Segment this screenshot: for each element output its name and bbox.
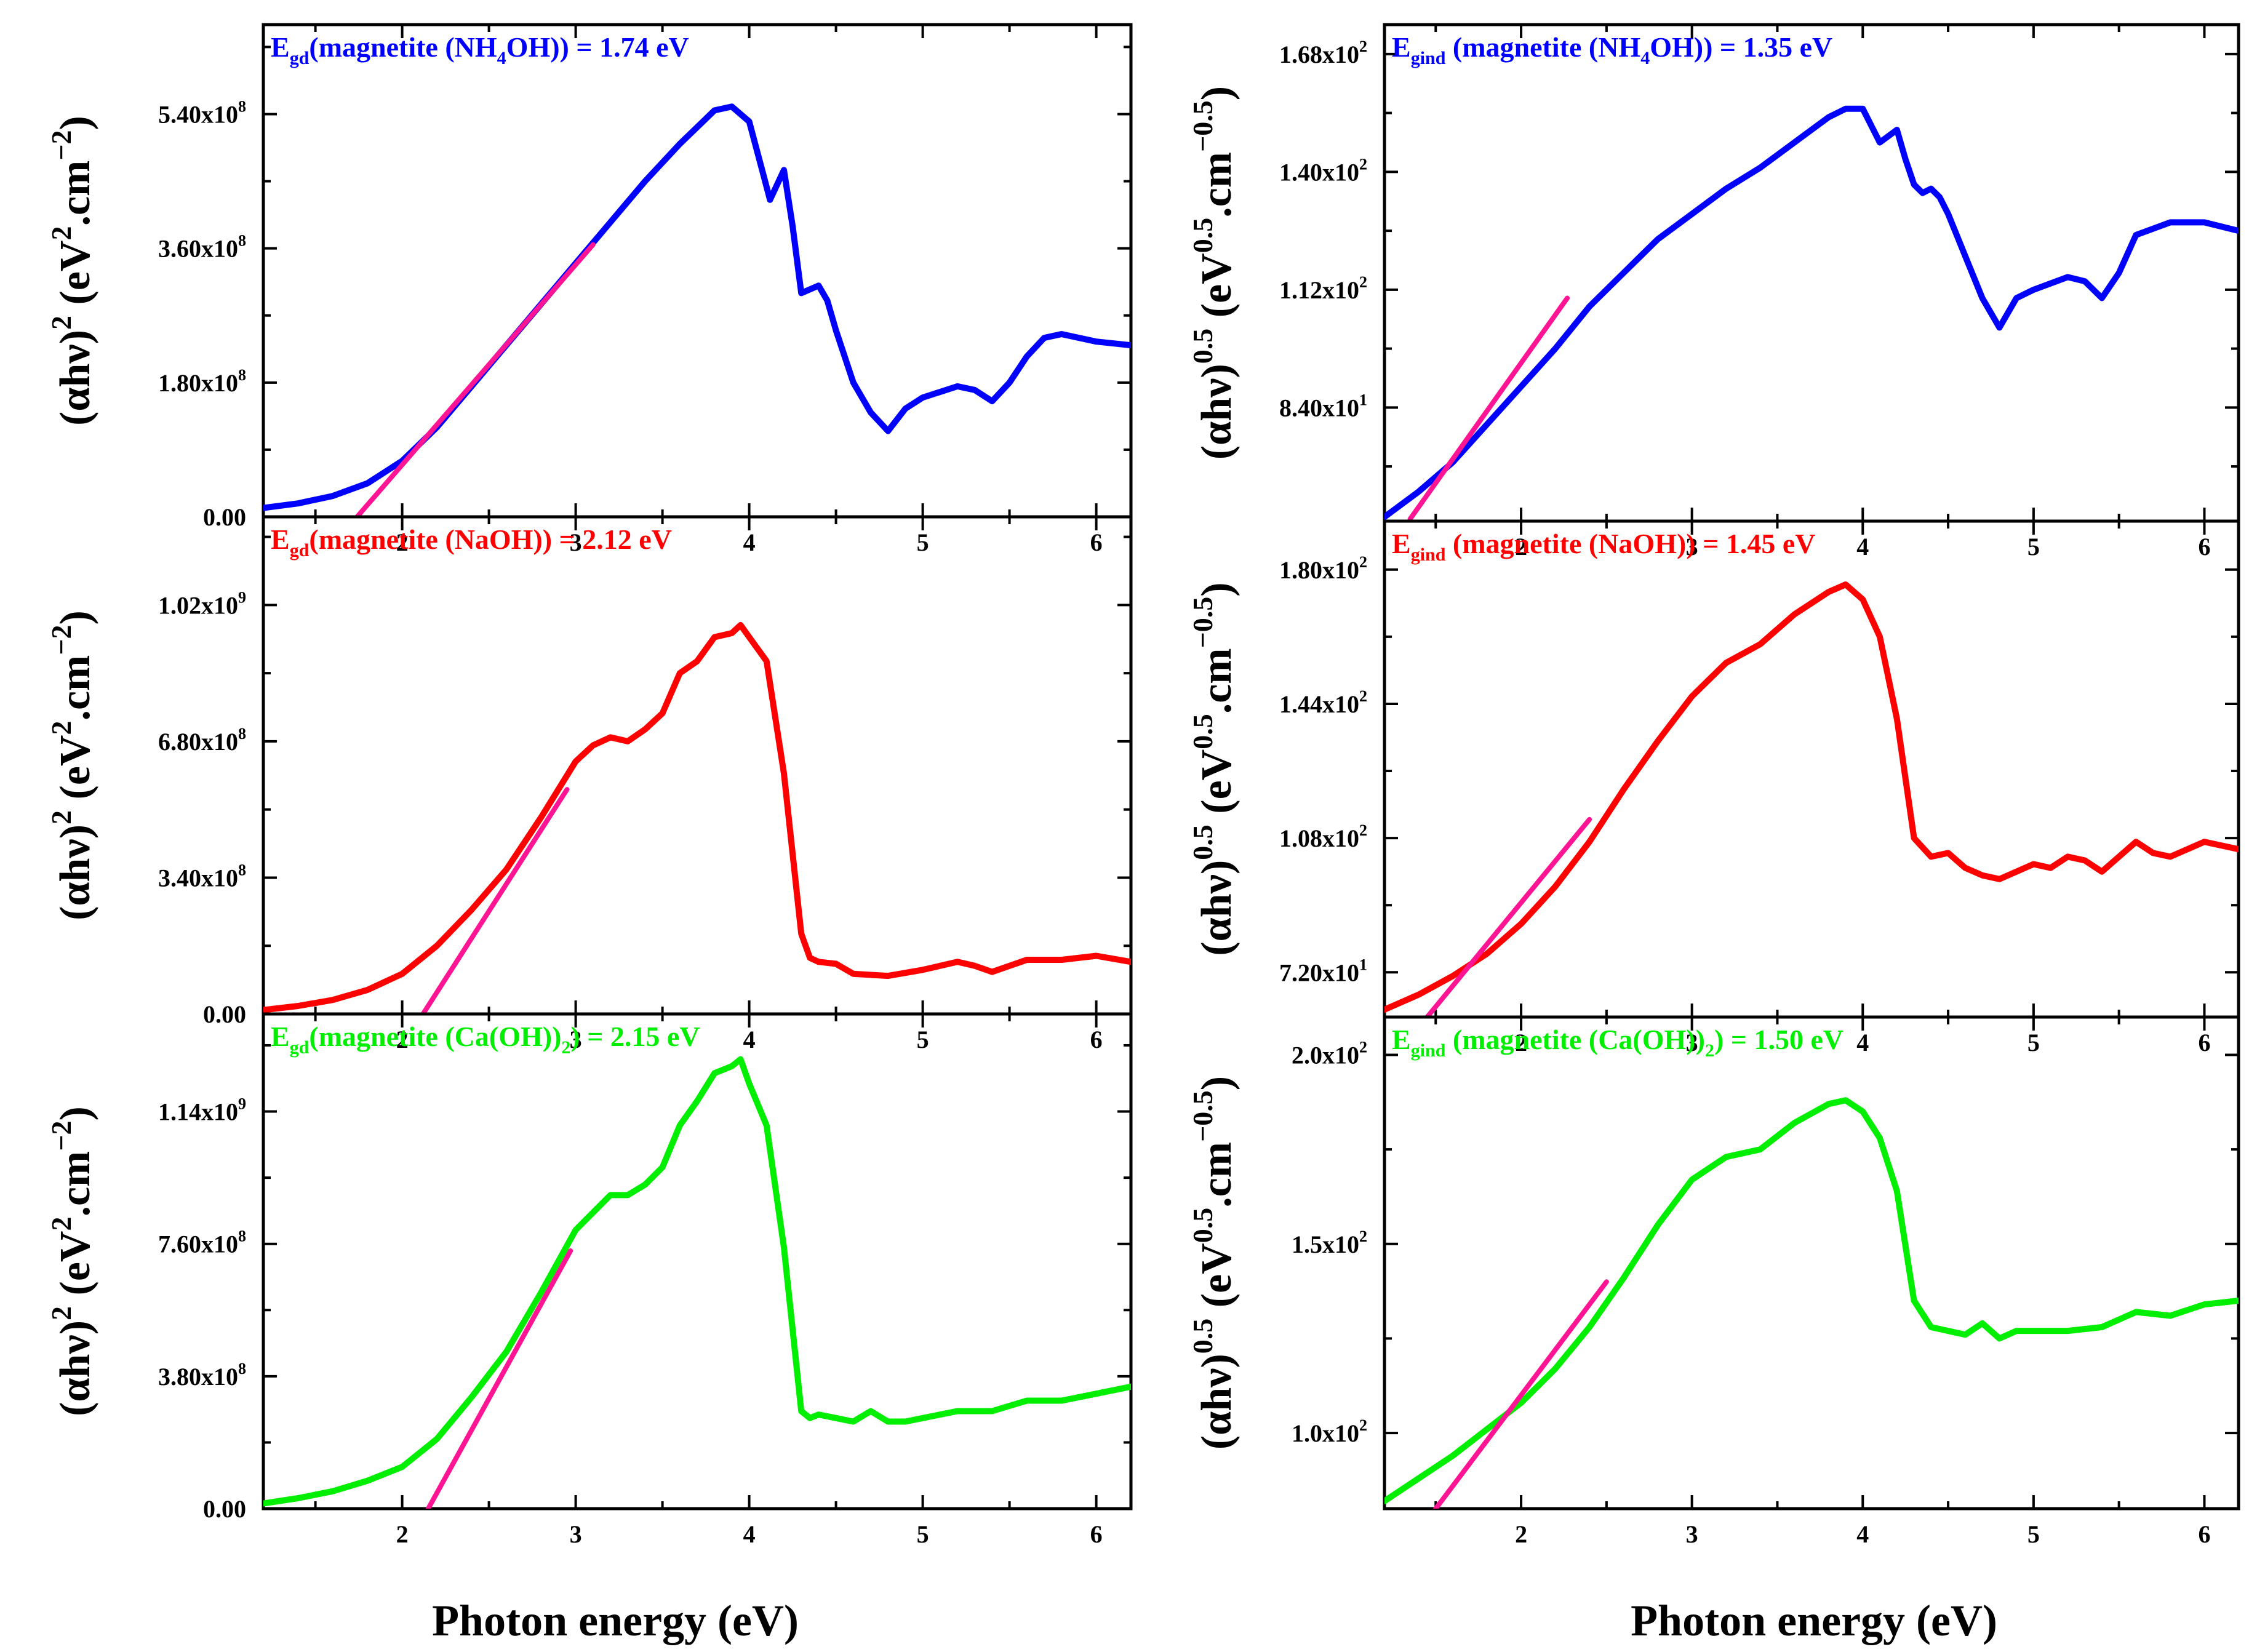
x-tick-label: 2 bbox=[1515, 1029, 1527, 1056]
y-tick-label: 0.00 bbox=[203, 503, 246, 531]
panel-indirect-naoh: 2 3 4 5 6 7.20x101 1.08x102 1.44x102 1.80x102 (αh… bbox=[1187, 519, 2240, 1056]
panel-indirect-nh4oh: 2 3 4 5 6 8.40x101 1.12x102 1.40x102 1.68x102 (αh… bbox=[1187, 23, 2240, 561]
x-tick-label: 2 bbox=[1515, 533, 1527, 561]
x-tick-label: 5 bbox=[2027, 1029, 2040, 1056]
x-tick-label: 5 bbox=[917, 1520, 929, 1548]
x-tick-label: 4 bbox=[743, 1026, 756, 1053]
series-line bbox=[263, 103, 1131, 511]
x-tick-label: 3 bbox=[570, 529, 582, 556]
y-tick-label: 1.5x102 bbox=[1292, 1227, 1367, 1258]
bandgap-annotation: Egind (magnetite (Ca(OH))2) = 1.50 eV bbox=[1392, 1024, 1844, 1061]
panel-indirect-caoh2: 2 3 4 5 6 1.0x102 1.5x102 2.0x102 (αhν)0.5 (eV0.… bbox=[1187, 1015, 2240, 1548]
tauc-fit-line bbox=[420, 787, 570, 1014]
x-tick-label: 5 bbox=[2027, 533, 2040, 561]
x-tick-label: 4 bbox=[1856, 533, 1869, 561]
bandgap-annotation: Egd(magnetite (NaOH)) = 2.12 eV bbox=[271, 524, 672, 561]
y-tick-label: 3.40x108 bbox=[158, 861, 246, 892]
y-tick-label: 5.40x108 bbox=[158, 97, 246, 128]
x-tick-label: 4 bbox=[1856, 1029, 1869, 1056]
x-tick-label: 5 bbox=[2027, 1520, 2040, 1548]
tauc-fit-line bbox=[1407, 295, 1570, 521]
x-tick-label: 6 bbox=[2198, 1029, 2210, 1056]
series-line bbox=[263, 621, 1131, 1013]
y-tick-label: 3.80x108 bbox=[158, 1360, 246, 1391]
x-tick-label: 3 bbox=[570, 1520, 582, 1548]
bandgap-annotation: Egd(magnetite (Ca(OH))2) = 2.15 eV bbox=[271, 1021, 700, 1058]
bandgap-annotation: Egind (magnetite (NH4OH)) = 1.35 eV bbox=[1392, 31, 1832, 68]
x-tick-label: 4 bbox=[743, 529, 756, 556]
x-tick-label: 2 bbox=[396, 1520, 409, 1548]
y-tick-label: 0.00 bbox=[203, 1495, 246, 1523]
plot-frame bbox=[262, 515, 1133, 1016]
plot-frame bbox=[1383, 1015, 2240, 1510]
tauc-fit-line bbox=[354, 242, 596, 517]
y-tick-label: 0.00 bbox=[203, 1000, 246, 1028]
plot-frame bbox=[1383, 23, 2240, 523]
y-tick-label: 8.40x101 bbox=[1279, 391, 1367, 421]
x-tick-label: 2 bbox=[396, 1026, 409, 1053]
x-tick-label: 3 bbox=[1686, 533, 1698, 561]
y-tick-label: 2.0x102 bbox=[1292, 1038, 1367, 1069]
y-tick-label: 6.80x108 bbox=[158, 725, 246, 756]
x-tick-label: 2 bbox=[396, 529, 409, 556]
x-tick-label: 5 bbox=[917, 1026, 929, 1053]
panel-direct-caoh2: 2 3 4 5 6 0.00 3.80x108 7.60x108 1.14x109 (αhν)2 … bbox=[46, 1012, 1133, 1548]
y-axis-label: (αhν)2 (eV2.cm−2) bbox=[46, 610, 99, 920]
y-tick-label: 1.68x102 bbox=[1279, 38, 1367, 68]
bandgap-annotation: Egd(magnetite (NH4OH)) = 1.74 eV bbox=[271, 31, 689, 68]
y-axis-label: (αhν)0.5 (eV0.5.cm−0.5) bbox=[1187, 582, 1240, 956]
plot-frame bbox=[1383, 519, 2240, 1019]
y-axis-label: (αhν)0.5 (eV0.5.cm−0.5) bbox=[1187, 1076, 1240, 1450]
panel-direct-nh4oh: 2 3 4 5 6 0.00 1.80x108 3.60x108 5.40x108 (αhν)2 … bbox=[46, 23, 1133, 556]
y-tick-label: 7.60x108 bbox=[158, 1227, 246, 1258]
panel-direct-naoh: 2 3 4 5 6 0.00 3.40x108 6.80x108 1.02x109 (αhν)2 … bbox=[46, 515, 1133, 1053]
plot-frame bbox=[262, 1012, 1133, 1510]
y-axis-label: (αhν)2 (eV2.cm−2) bbox=[46, 1106, 99, 1416]
series-line bbox=[1384, 1097, 2239, 1504]
y-tick-label: 1.40x102 bbox=[1279, 155, 1367, 186]
y-tick-label: 1.44x102 bbox=[1279, 687, 1367, 718]
y-axis-label: (αhν)0.5 (eV0.5.cm−0.5) bbox=[1187, 86, 1240, 460]
y-tick-label: 1.80x108 bbox=[158, 366, 246, 397]
y-tick-label: 1.14x109 bbox=[158, 1095, 246, 1126]
y-tick-label: 1.02x109 bbox=[158, 588, 246, 619]
bandgap-annotation: Egind (magnetite (NaOH)) = 1.45 eV bbox=[1392, 528, 1815, 565]
x-tick-label: 4 bbox=[1856, 1520, 1869, 1548]
x-axis-label-right: Photon energy (eV) bbox=[1631, 1596, 1997, 1645]
y-tick-label: 1.80x102 bbox=[1279, 553, 1367, 584]
tauc-fit-line bbox=[1424, 816, 1592, 1017]
y-axis-label: (αhν)2 (eV2.cm−2) bbox=[46, 116, 99, 426]
x-tick-label: 3 bbox=[1686, 1520, 1698, 1548]
x-tick-label: 3 bbox=[570, 1026, 582, 1053]
x-tick-label: 6 bbox=[2198, 1520, 2210, 1548]
x-tick-label: 5 bbox=[917, 529, 929, 556]
y-tick-label: 3.60x108 bbox=[158, 232, 246, 263]
tauc-fit-line bbox=[1433, 1279, 1609, 1509]
series-line bbox=[1384, 581, 2239, 1013]
x-tick-label: 6 bbox=[1090, 529, 1103, 556]
y-tick-label: 1.08x102 bbox=[1279, 821, 1367, 852]
x-tick-label: 3 bbox=[1686, 1029, 1698, 1056]
panels: 2 3 4 5 6 0.00 1.80x108 3.60x108 5.40x108 (αhν)2 … bbox=[46, 23, 2240, 1548]
series-line bbox=[263, 1056, 1131, 1507]
y-tick-label: 1.0x102 bbox=[1292, 1416, 1367, 1447]
x-axis-label-left: Photon energy (eV) bbox=[432, 1596, 799, 1645]
x-tick-label: 6 bbox=[1090, 1026, 1103, 1053]
x-tick-label: 6 bbox=[2198, 533, 2210, 561]
y-tick-label: 7.20x101 bbox=[1279, 956, 1367, 986]
x-tick-label: 4 bbox=[743, 1520, 756, 1548]
x-tick-label: 6 bbox=[1090, 1520, 1103, 1548]
plot-frame bbox=[262, 23, 1133, 519]
series-line bbox=[1384, 105, 2239, 521]
tauc-fit-line bbox=[425, 1248, 573, 1509]
y-tick-label: 1.12x102 bbox=[1279, 273, 1367, 304]
x-tick-label: 2 bbox=[1515, 1520, 1527, 1548]
